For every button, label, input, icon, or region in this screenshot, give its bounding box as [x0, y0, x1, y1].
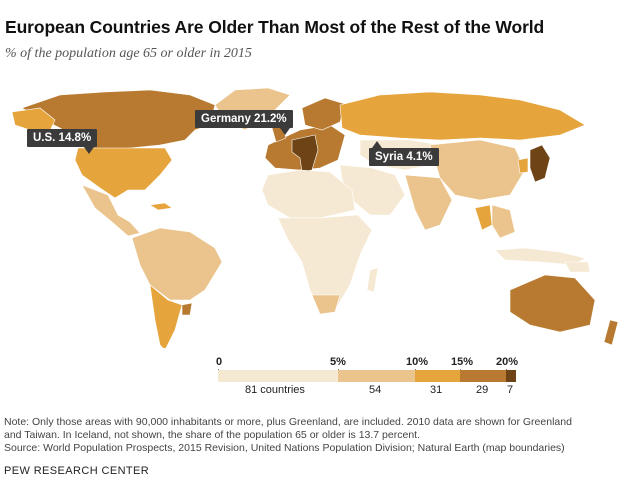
legend-bin-5-10 [338, 370, 415, 382]
legend-tick-10: 10% [406, 356, 429, 368]
legend-count-0-5: 81 countries [245, 384, 305, 396]
note-line-1: Note: Only those areas with 90,000 inhab… [4, 416, 572, 428]
region-korea [517, 157, 529, 174]
region-japan [529, 144, 551, 183]
legend-count-10-15: 31 [430, 384, 443, 396]
legend: 0 5% 10% 15% 20% 81 countries 54 31 29 7 [216, 356, 519, 396]
region-north-africa [261, 169, 356, 219]
region-south-africa [311, 294, 341, 315]
region-australia [509, 274, 596, 333]
legend-count-5-10: 54 [369, 384, 382, 396]
legend-bin-20-plus [506, 370, 516, 382]
region-chile-argentina [149, 284, 183, 348]
chart-title: European Countries Are Older Than Most o… [5, 17, 545, 37]
region-uruguay [181, 302, 193, 316]
region-usa [74, 147, 173, 199]
legend-tick-5: 5% [330, 356, 346, 368]
region-caribbean [149, 202, 173, 211]
legend-tick-15: 15% [451, 356, 474, 368]
source-line: Source: World Population Prospects, 2015… [4, 442, 565, 454]
world-map [11, 87, 619, 348]
region-png [564, 261, 591, 273]
region-southeast-asia [491, 204, 516, 239]
region-sub-saharan-africa [277, 214, 373, 313]
callout-germany: Germany 21.2% [195, 110, 293, 135]
legend-tick-0: 0 [216, 356, 223, 368]
region-madagascar [366, 267, 379, 293]
legend-bin-15-20 [460, 370, 506, 382]
region-south-asia [404, 174, 453, 231]
legend-tick-20: 20% [496, 356, 519, 368]
region-thailand [474, 204, 493, 231]
legend-count-20-plus: 7 [507, 384, 514, 396]
callout-syria: Syria 4.1% [369, 141, 439, 166]
legend-bin-10-15 [415, 370, 460, 382]
region-south-america-north [131, 227, 223, 301]
region-china [429, 139, 526, 201]
region-new-zealand [603, 319, 619, 346]
chart-subtitle: % of the population age 65 or older in 2… [5, 46, 252, 61]
callout-us: U.S. 14.8% [27, 129, 98, 154]
region-russia [339, 91, 586, 141]
region-mexico-central-america [81, 184, 141, 237]
note-line-2: and Taiwan. In Iceland, not shown, the s… [4, 429, 421, 441]
region-indonesia [494, 247, 586, 266]
legend-bin-0-5 [218, 370, 338, 382]
region-scandinavia [301, 97, 346, 131]
brand-credit: PEW RESEARCH CENTER [4, 465, 150, 477]
legend-count-15-20: 29 [476, 384, 489, 396]
